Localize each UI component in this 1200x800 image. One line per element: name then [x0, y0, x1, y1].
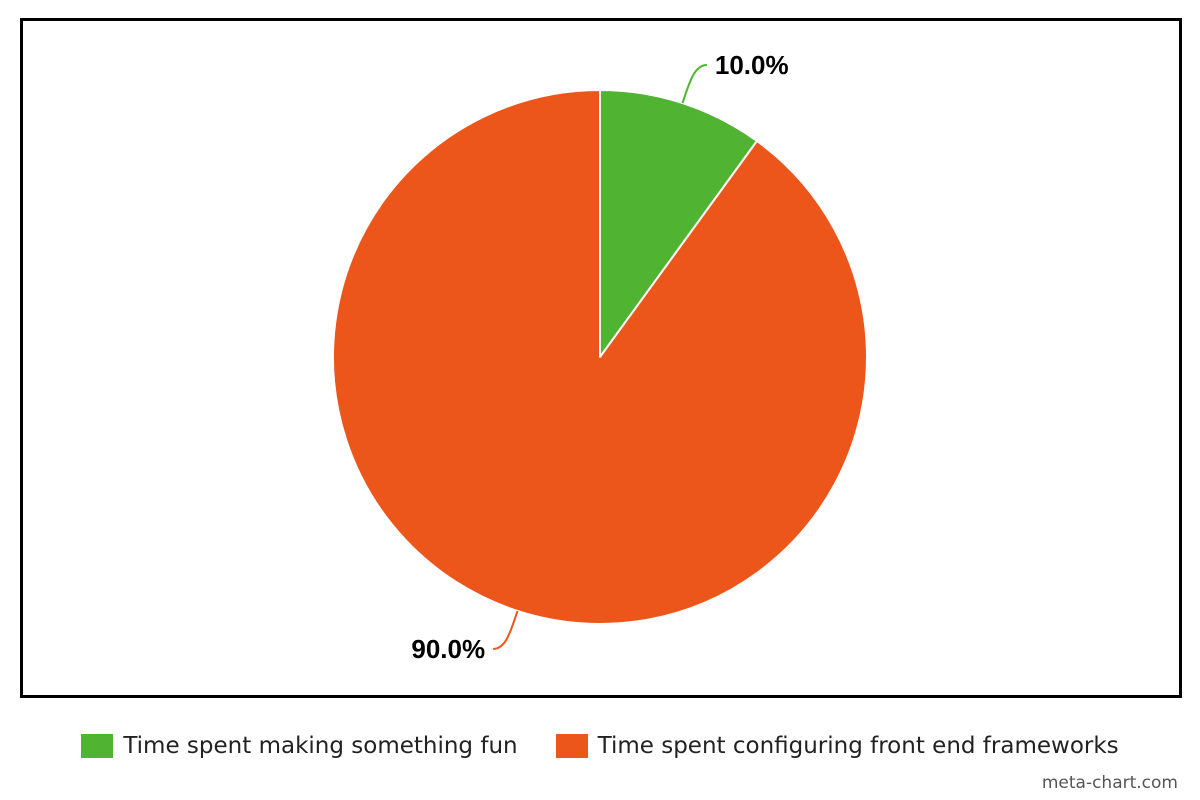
pie-slices [332, 89, 868, 625]
legend-swatch-fun [81, 734, 114, 758]
pie-slice-0[interactable] [599, 89, 758, 358]
watermark: meta-chart.com [1041, 773, 1178, 793]
pie-slice-1[interactable] [332, 89, 868, 625]
slice-label-0: 10.0% [715, 50, 789, 80]
legend-swatch-configuring [555, 734, 588, 758]
legend-item-configuring[interactable]: Time spent configuring front end framewo… [555, 733, 1119, 759]
leader-lines [493, 64, 707, 650]
legend-item-fun[interactable]: Time spent making something fun [81, 733, 518, 759]
legend-label-configuring: Time spent configuring front end framewo… [597, 733, 1119, 759]
slice-label-1: 90.0% [411, 634, 485, 664]
percentage-labels: 10.0% 90.0% [411, 50, 788, 664]
leader-line-1 [493, 610, 519, 650]
legend: Time spent making something fun Time spe… [0, 726, 1200, 766]
legend-label-fun: Time spent making something fun [123, 733, 518, 759]
leader-line-0 [681, 64, 707, 104]
